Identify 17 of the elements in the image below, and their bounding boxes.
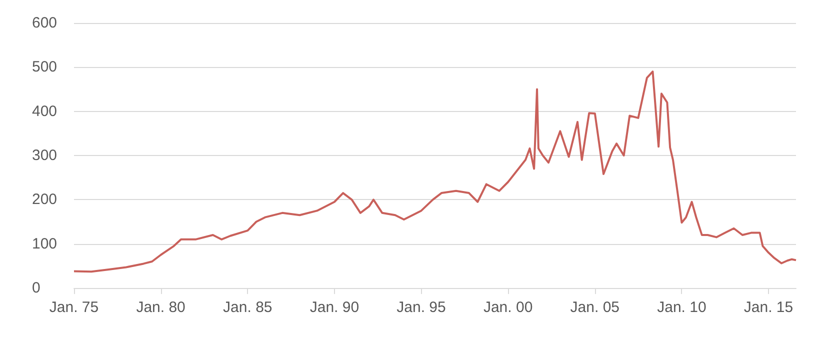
y-tick-label: 0 — [32, 280, 40, 296]
x-tick-label: Jan. 95 — [396, 299, 446, 316]
y-tick-label: 200 — [32, 191, 58, 208]
x-tick-label: Jan. 05 — [570, 299, 620, 316]
y-tick-label: 500 — [32, 58, 58, 76]
x-tick-label: Jan. 15 — [744, 299, 794, 316]
line-series — [73, 70, 797, 273]
x-tick-label: Jan. 75 — [49, 299, 99, 316]
y-tick-label: 600 — [32, 14, 58, 32]
y-tick-label: 100 — [32, 235, 58, 252]
x-tick-label: Jan. 00 — [483, 299, 533, 316]
x-tick-label: Jan. 80 — [136, 299, 186, 316]
x-tick-label: Jan. 10 — [657, 299, 706, 316]
x-tick-label: Jan. 90 — [310, 299, 360, 316]
x-tick-label: Jan. 85 — [223, 299, 272, 316]
y-tick-label: 400 — [32, 102, 58, 120]
y-tick-label: 300 — [32, 147, 58, 164]
